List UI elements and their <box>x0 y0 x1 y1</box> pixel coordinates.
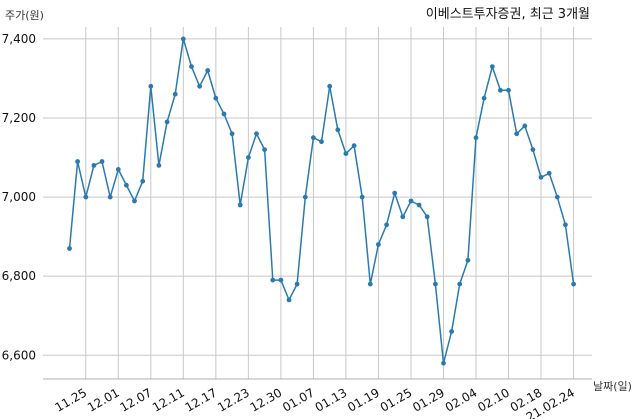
x-tick-label: 12.23 <box>215 385 252 414</box>
x-tick-label: 11.25 <box>53 385 90 414</box>
data-point <box>416 202 422 208</box>
y-tick-label: 6,800 <box>2 269 36 283</box>
data-point <box>489 64 495 69</box>
data-point <box>424 214 430 220</box>
y-tick-label: 6,600 <box>2 348 36 362</box>
x-tick-label: 12.17 <box>183 385 220 414</box>
data-point <box>180 36 186 42</box>
x-tick-label: 01.13 <box>313 385 350 414</box>
data-point <box>221 111 227 117</box>
data-point <box>554 194 560 200</box>
data-point <box>400 214 406 220</box>
x-axis-label: 날짜(일) <box>593 379 632 393</box>
price-series-line <box>68 38 575 364</box>
data-point <box>172 91 178 97</box>
data-point <box>197 83 203 89</box>
data-point <box>465 257 471 263</box>
data-point <box>229 131 235 137</box>
x-tick-label: 12.01 <box>85 385 122 414</box>
data-point <box>83 194 89 200</box>
data-point <box>262 147 267 153</box>
data-point <box>286 297 292 303</box>
x-tick-label: 12.30 <box>248 385 285 414</box>
data-point <box>213 95 219 101</box>
data-point <box>343 151 349 157</box>
y-axis-label: 주가(원) <box>5 9 44 22</box>
y-tick-label: 7,400 <box>2 32 36 46</box>
data-point <box>563 222 568 228</box>
data-point <box>140 178 146 184</box>
data-point <box>246 155 251 160</box>
data-point <box>270 277 276 283</box>
data-point <box>522 123 528 129</box>
data-point <box>359 194 365 200</box>
x-tick-label: 02.04 <box>443 385 480 414</box>
x-tick-label: 12.07 <box>118 385 155 414</box>
data-point <box>335 127 341 133</box>
x-tick-label: 01.25 <box>378 385 415 414</box>
data-point <box>481 95 487 101</box>
data-point <box>408 198 414 204</box>
data-point <box>319 139 324 145</box>
data-point <box>75 159 80 164</box>
data-point <box>433 281 438 287</box>
data-point <box>132 198 137 204</box>
data-point <box>164 119 170 125</box>
y-tick-label: 7,200 <box>2 111 36 125</box>
grid-layer <box>43 27 592 379</box>
data-point <box>538 174 544 180</box>
data-point <box>205 68 211 73</box>
chart-title: 이베스트투자증권, 최근 3개월 <box>426 7 590 22</box>
data-point <box>367 281 373 287</box>
series-layer <box>68 38 575 364</box>
data-point <box>91 163 97 168</box>
data-point <box>148 83 154 89</box>
y-tick-label: 7,000 <box>2 190 36 204</box>
x-tick-label: 01.19 <box>345 385 382 414</box>
data-point <box>278 277 284 283</box>
data-point <box>546 170 552 176</box>
data-point <box>506 87 511 93</box>
data-point <box>107 194 113 200</box>
data-point <box>530 147 536 153</box>
data-point <box>237 202 243 208</box>
label-layer: 주가(원) 이베스트투자증권, 최근 3개월 날짜(일) <box>5 7 632 393</box>
data-point <box>124 182 129 188</box>
x-tick-label: 12.11 <box>150 385 187 414</box>
data-point <box>311 135 316 141</box>
data-point <box>392 190 398 196</box>
x-tick-label: 02.10 <box>475 385 512 414</box>
data-point <box>384 222 389 228</box>
data-point <box>99 159 105 164</box>
data-point <box>254 131 259 137</box>
data-point-layer <box>67 36 576 366</box>
x-tick-label: 01.07 <box>280 385 317 414</box>
data-point <box>302 194 308 200</box>
data-point <box>457 281 463 287</box>
x-tick-label: 01.29 <box>410 385 447 414</box>
data-point <box>571 281 576 287</box>
data-point <box>189 64 194 69</box>
data-point <box>294 281 300 287</box>
data-point <box>67 246 72 251</box>
data-point <box>441 360 446 366</box>
data-point <box>498 87 503 93</box>
data-point <box>115 167 121 172</box>
data-point <box>473 135 479 141</box>
data-point <box>156 163 162 168</box>
data-point <box>376 242 381 247</box>
data-point <box>327 83 333 89</box>
data-point <box>449 329 454 334</box>
data-point <box>514 131 520 137</box>
data-point <box>351 143 357 149</box>
